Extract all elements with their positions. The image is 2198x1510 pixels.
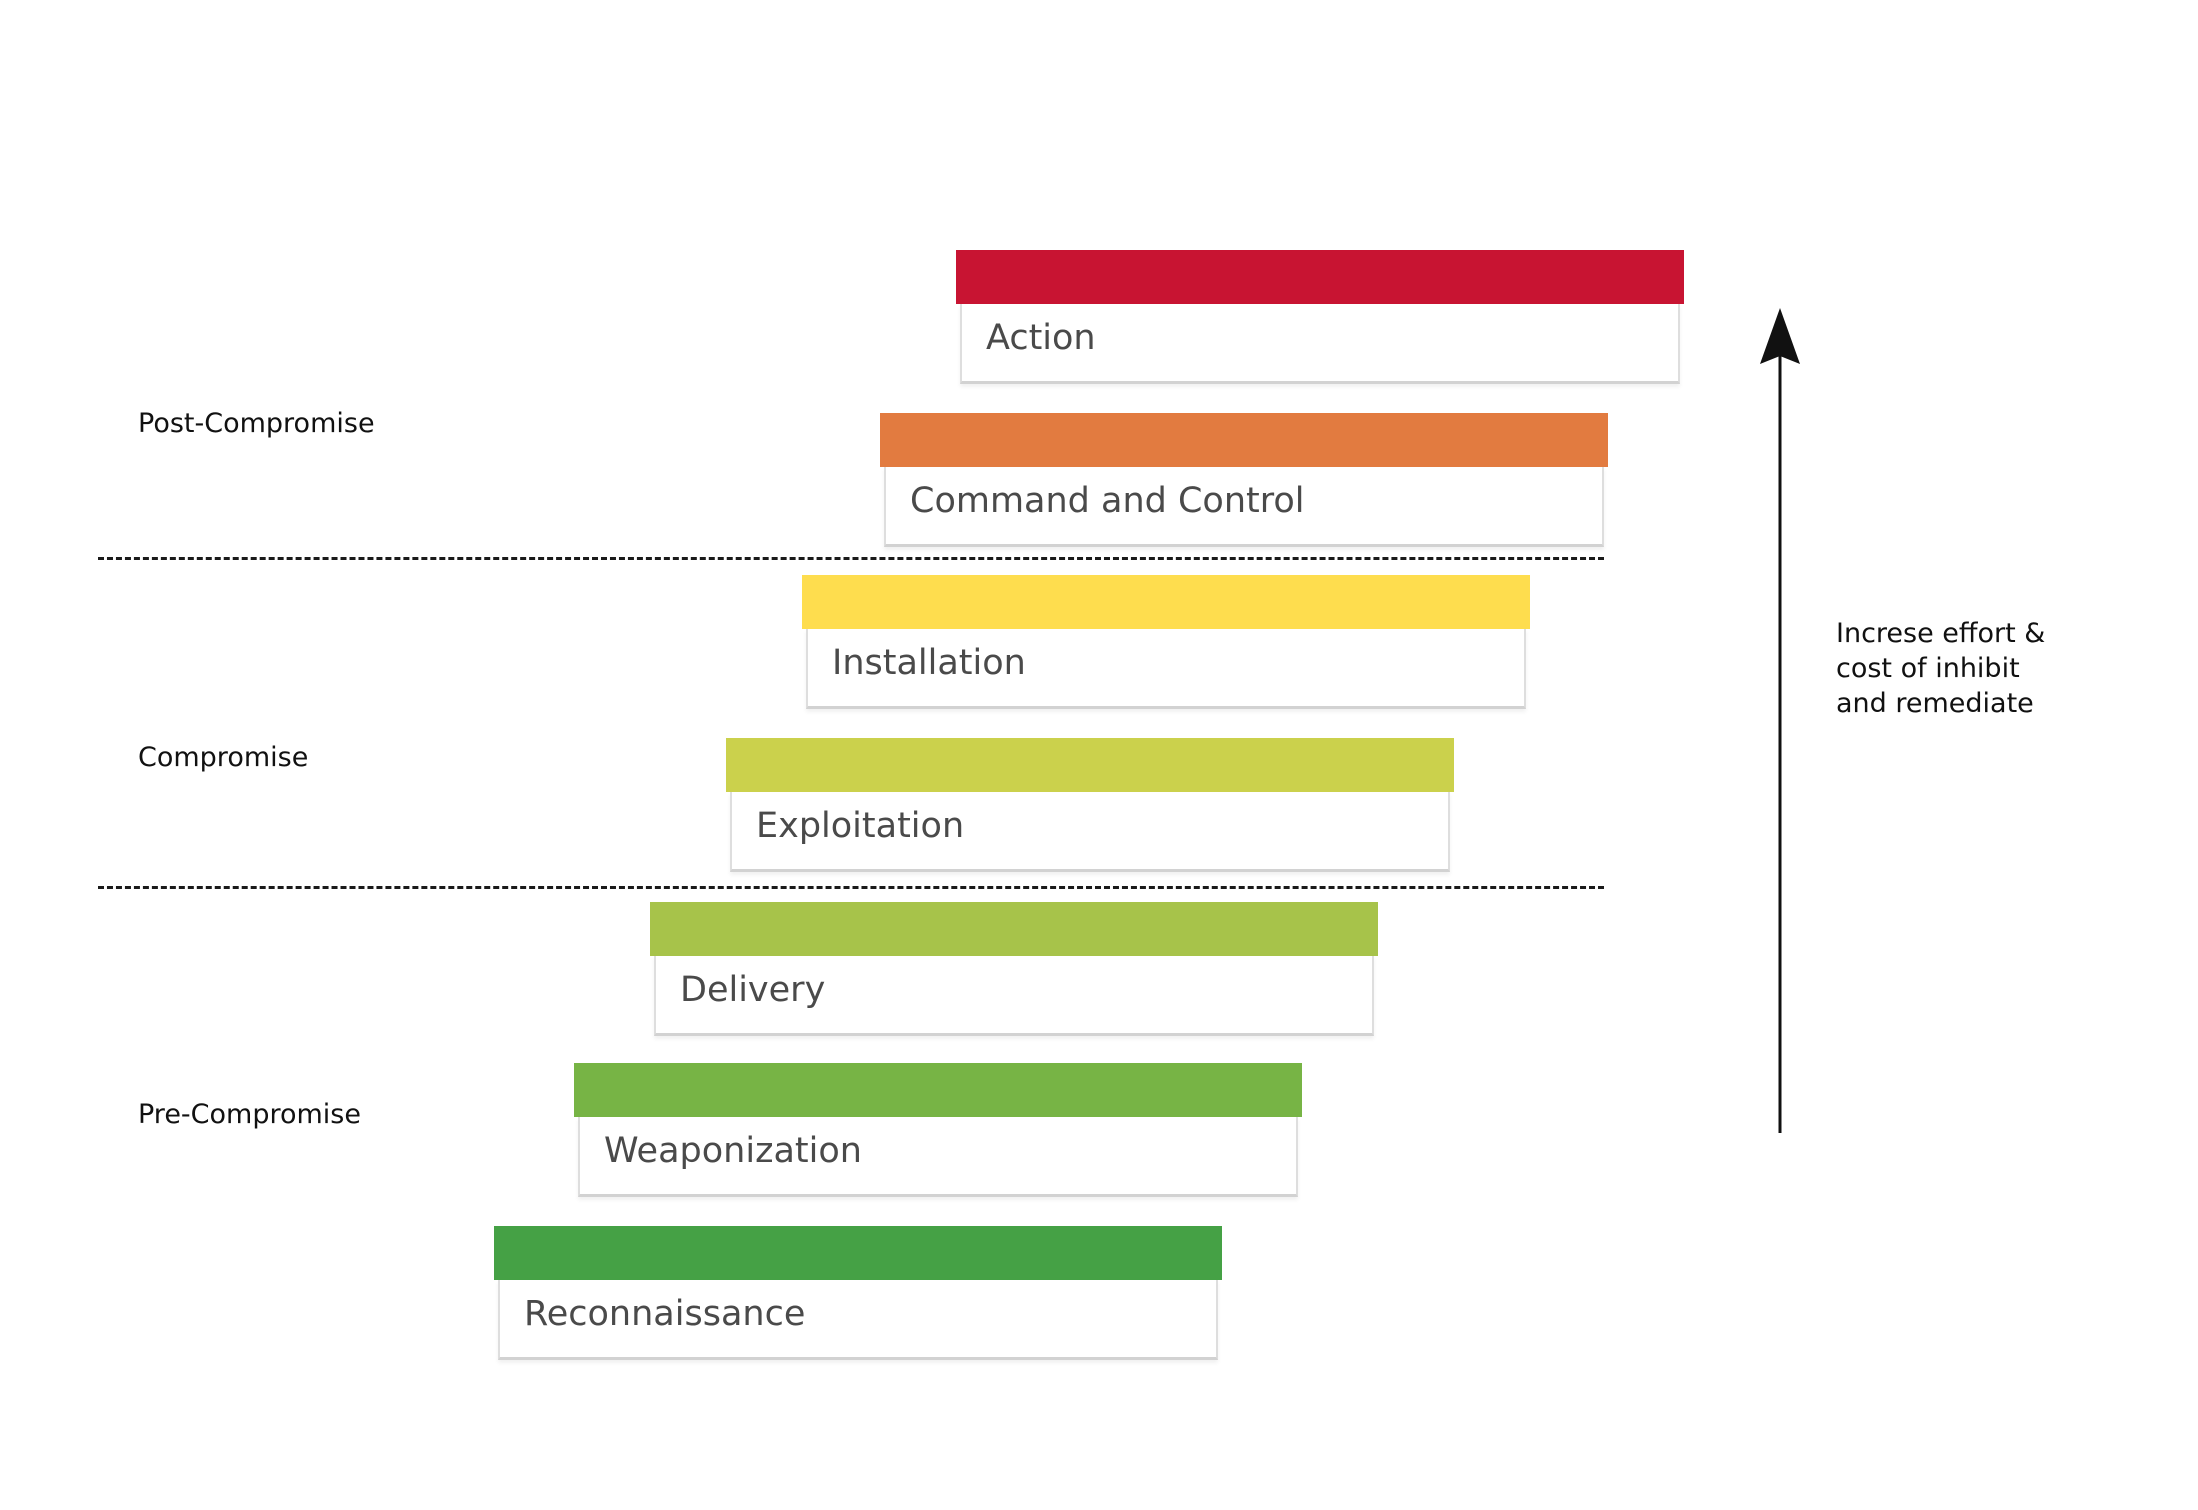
stage-reconnaissance: Reconnaissance	[494, 1226, 1222, 1360]
stage-installation: Installation	[802, 575, 1530, 709]
stage-bar	[956, 250, 1684, 304]
stage-weaponization: Weaponization	[574, 1063, 1302, 1197]
stage-bar	[880, 413, 1608, 467]
phase-divider-upper	[98, 557, 1604, 560]
stage-box: Reconnaissance	[498, 1280, 1218, 1360]
stage-label: Command and Control	[910, 481, 1305, 521]
stage-label: Reconnaissance	[524, 1294, 806, 1334]
stage-label: Action	[986, 318, 1096, 358]
stage-bar	[574, 1063, 1302, 1117]
stage-bar	[726, 738, 1454, 792]
stage-command-and-control: Command and Control	[880, 413, 1608, 547]
effort-note-line: cost of inhibit	[1836, 653, 2020, 684]
stage-label: Delivery	[680, 970, 826, 1010]
effort-note-line: and remediate	[1836, 688, 2034, 719]
stage-box: Command and Control	[884, 467, 1604, 547]
phase-divider-lower	[98, 886, 1604, 889]
effort-note-line: Increse effort &	[1836, 618, 2046, 649]
up-arrow-icon	[1760, 308, 1800, 1133]
stage-label: Weaponization	[604, 1131, 862, 1171]
stage-action: Action	[956, 250, 1684, 384]
stage-exploitation: Exploitation	[726, 738, 1454, 872]
stage-bar	[802, 575, 1530, 629]
stage-delivery: Delivery	[650, 902, 1378, 1036]
stage-box: Exploitation	[730, 792, 1450, 872]
stage-box: Delivery	[654, 956, 1374, 1036]
stage-bar	[650, 902, 1378, 956]
stage-box: Installation	[806, 629, 1526, 709]
stage-box: Action	[960, 304, 1680, 384]
phase-label-compromise: Compromise	[138, 742, 309, 773]
stage-label: Exploitation	[756, 806, 965, 846]
stage-box: Weaponization	[578, 1117, 1298, 1197]
phase-label-post-compromise: Post-Compromise	[138, 408, 375, 439]
stage-label: Installation	[832, 643, 1026, 683]
phase-label-pre-compromise: Pre-Compromise	[138, 1099, 361, 1130]
stage-bar	[494, 1226, 1222, 1280]
effort-note: Increse effort & cost of inhibit and rem…	[1836, 616, 2116, 721]
